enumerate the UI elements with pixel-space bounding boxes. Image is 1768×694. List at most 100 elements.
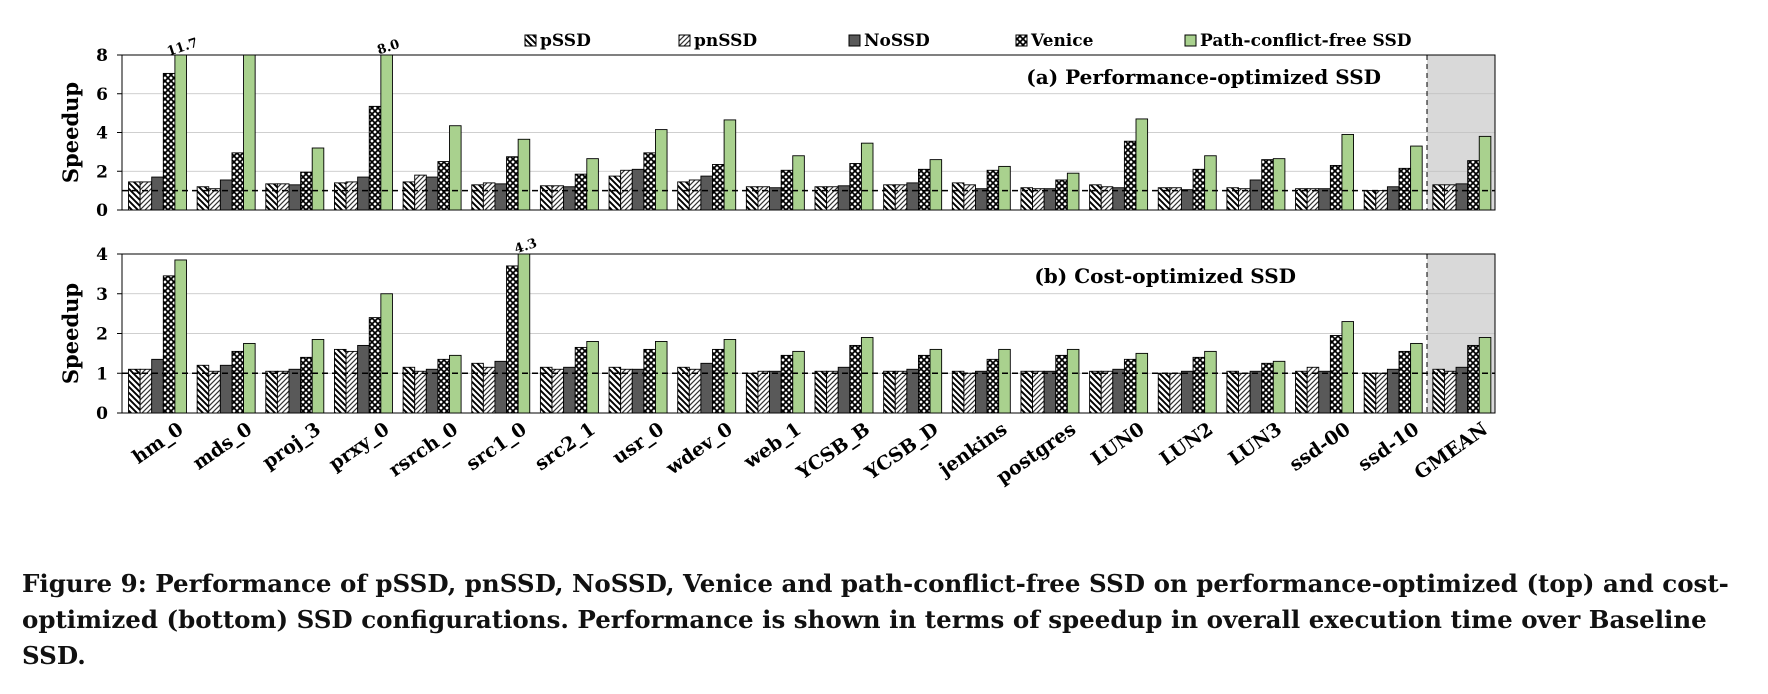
bar-b-nossd-LUN2 — [1180, 370, 1194, 414]
bar-b-venice-LUN3 — [1261, 362, 1274, 414]
bar-b-pssd-usr_0 — [608, 366, 622, 414]
legend-swatch-pnssd — [678, 34, 691, 47]
bar-a-path-conflict-free-ssd-00 — [1341, 133, 1354, 211]
bar-a-path-conflict-free-ssd-10 — [1410, 145, 1423, 211]
bar-a-path-conflict-free-LUN2 — [1204, 155, 1217, 211]
bar-b-path-conflict-free-proj_3 — [311, 339, 325, 414]
bar-a-venice-wdev_0 — [712, 164, 725, 211]
bar-a-path-conflict-free-hm_0 — [174, 54, 187, 211]
bar-a-pnssd-postgres — [1032, 188, 1045, 211]
bar-b-pnssd-src2_1 — [551, 368, 565, 414]
bar-a-path-conflict-free-prxy_0 — [380, 54, 393, 211]
legend-swatch-pssd — [524, 34, 537, 47]
bar-a-path-conflict-free-src1_0 — [517, 138, 531, 211]
bar-a-nossd-hm_0 — [151, 176, 164, 211]
bar-a-path-conflict-free-YCSB_B — [860, 142, 874, 211]
bar-b-pssd-src2_1 — [539, 366, 553, 414]
bar-b-pssd-LUN2 — [1157, 372, 1171, 414]
bar-b-pnssd-usr_0 — [620, 368, 633, 414]
bar-a-path-conflict-free-rsrch_0 — [449, 125, 462, 211]
bar-value-label-a-prxy_0: 8.0 — [375, 37, 401, 58]
x-tick-label-src1_0: src1_0 — [462, 418, 531, 475]
bar-b-pssd-postgres — [1020, 370, 1034, 414]
bar-b-pnssd-ssd-00 — [1306, 366, 1320, 414]
bar-b-path-conflict-free-LUN0 — [1135, 352, 1149, 414]
bar-b-pnssd-LUN2 — [1169, 372, 1182, 414]
panel-b-cost-optimized: 0 1 2 3 4 Speedup (b) Cost-optimized SSD 4.3 — [58, 236, 1496, 424]
x-tick-label-ssd-00: ssd-00 — [1285, 418, 1354, 476]
bar-a-venice-LUN0 — [1123, 140, 1137, 211]
bar-a-venice-LUN3 — [1261, 159, 1274, 211]
bar-a-nossd-ssd-00 — [1318, 188, 1331, 211]
x-tick-label-LUN3: LUN3 — [1225, 418, 1286, 470]
bar-b-pnssd-postgres — [1032, 370, 1045, 414]
bar-a-path-conflict-free-src2_1 — [586, 158, 599, 211]
bar-a-pssd-rsrch_0 — [402, 181, 416, 211]
legend-label-path-conflict-free: Path-conflict-free SSD — [1200, 31, 1412, 51]
bar-a-pnssd-mds_0 — [208, 188, 221, 211]
bar-a-pssd-ssd-00 — [1295, 188, 1308, 211]
bar-b-pssd-wdev_0 — [677, 366, 690, 414]
bar-b-pnssd-web_1 — [757, 370, 771, 414]
bar-a-pnssd-src2_1 — [551, 185, 565, 211]
bar-a-nossd-src1_0 — [494, 183, 508, 211]
bar-b-path-conflict-free-src1_0 — [517, 253, 531, 414]
bar-b-pssd-hm_0 — [128, 368, 141, 414]
bar-b-nossd-usr_0 — [631, 368, 645, 414]
bar-b-venice-GMEAN — [1467, 344, 1480, 414]
bar-b-pnssd-src1_0 — [482, 366, 496, 414]
bar-b-pssd-LUN3 — [1226, 370, 1239, 414]
bar-b-pssd-YCSB_B — [814, 370, 828, 414]
bar-b-venice-mds_0 — [231, 350, 244, 414]
bar-b-venice-prxy_0 — [368, 317, 382, 414]
bar-b-nossd-LUN0 — [1112, 368, 1125, 414]
x-tick-label-proj_3: proj_3 — [258, 418, 324, 474]
bar-a-nossd-postgres — [1043, 188, 1057, 211]
y-tick-label-b-0: 0 — [96, 404, 108, 424]
bar-b-path-conflict-free-ssd-10 — [1410, 342, 1423, 414]
bar-a-pnssd-YCSB_D — [894, 184, 908, 211]
y-tick-label-b-2: 2 — [96, 325, 108, 345]
bar-a-pssd-src2_1 — [539, 185, 553, 211]
panel-a-performance-optimized: 0 2 4 6 8 Speedup (a) Performance-optimized SS… — [58, 36, 1496, 221]
bar-b-pnssd-LUN3 — [1238, 372, 1251, 414]
bar-b-pnssd-YCSB_D — [894, 370, 908, 414]
bar-b-nossd-jenkins — [975, 370, 988, 414]
bar-b-venice-jenkins — [986, 358, 1000, 414]
bar-b-nossd-ssd-00 — [1318, 370, 1331, 414]
y-axis-label-a: Speedup — [58, 82, 83, 183]
bar-a-nossd-LUN2 — [1180, 189, 1194, 211]
bar-b-pnssd-YCSB_B — [826, 370, 839, 414]
bar-b-pssd-jenkins — [951, 370, 965, 414]
bar-b-nossd-YCSB_B — [837, 366, 851, 414]
bar-a-venice-ssd-00 — [1329, 164, 1343, 211]
bar-b-pssd-LUN0 — [1089, 370, 1102, 414]
bar-b-path-conflict-free-rsrch_0 — [449, 354, 462, 414]
bar-b-venice-YCSB_D — [918, 354, 931, 414]
bar-a-pnssd-prxy_0 — [345, 181, 359, 211]
bar-a-path-conflict-free-mds_0 — [243, 54, 256, 211]
y-tick-label-b-4: 4 — [96, 245, 108, 265]
bar-a-pssd-prxy_0 — [334, 182, 347, 211]
bar-a-venice-usr_0 — [643, 152, 656, 211]
bar-b-venice-rsrch_0 — [437, 358, 450, 414]
bar-a-nossd-YCSB_B — [837, 185, 851, 211]
bar-b-path-conflict-free-src2_1 — [586, 341, 599, 414]
bar-b-pssd-src1_0 — [471, 362, 484, 414]
x-tick-label-prxy_0: prxy_0 — [325, 418, 394, 475]
bar-a-pssd-usr_0 — [608, 175, 622, 211]
bar-b-path-conflict-free-wdev_0 — [723, 339, 737, 414]
bar-b-venice-hm_0 — [162, 275, 176, 414]
bar-b-path-conflict-free-mds_0 — [243, 342, 256, 414]
legend-label-venice: Venice — [1030, 31, 1094, 51]
x-tick-label-YCSB_D: YCSB_D — [860, 418, 942, 485]
bar-b-path-conflict-free-postgres — [1066, 348, 1080, 414]
x-tick-label-wdev_0: wdev_0 — [661, 418, 736, 480]
x-tick-label-LUN2: LUN2 — [1156, 418, 1217, 470]
bar-a-path-conflict-free-web_1 — [792, 155, 805, 211]
bar-b-path-conflict-free-LUN3 — [1272, 360, 1286, 414]
bar-b-venice-wdev_0 — [712, 348, 725, 414]
bar-a-venice-YCSB_B — [849, 163, 862, 211]
bar-b-nossd-src1_0 — [494, 360, 508, 414]
panel-title-a: (a) Performance-optimized SSD — [1026, 65, 1381, 89]
